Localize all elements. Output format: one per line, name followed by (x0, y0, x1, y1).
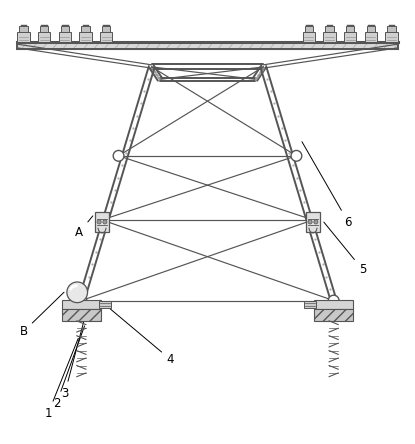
Circle shape (314, 220, 318, 224)
Bar (386, 32, 398, 42)
Bar (62, 309, 101, 321)
Circle shape (97, 220, 101, 224)
Bar (79, 32, 92, 42)
Text: 2: 2 (53, 326, 85, 410)
Bar (99, 301, 110, 309)
Bar (102, 26, 110, 32)
Bar (95, 212, 109, 232)
Text: 5: 5 (324, 222, 366, 276)
Text: 3: 3 (61, 318, 85, 400)
Text: A: A (75, 216, 93, 239)
Circle shape (308, 214, 318, 225)
Bar (325, 26, 334, 32)
Bar (20, 26, 27, 32)
Circle shape (308, 220, 312, 224)
Bar (314, 309, 353, 321)
Circle shape (113, 151, 124, 161)
Bar (305, 301, 316, 309)
Circle shape (97, 214, 107, 225)
Bar (303, 32, 315, 42)
Bar (62, 300, 101, 309)
Bar (306, 212, 320, 232)
Bar (346, 26, 354, 32)
Text: B: B (20, 292, 64, 338)
Bar (344, 32, 356, 42)
Bar (100, 32, 112, 42)
Circle shape (67, 282, 88, 303)
Bar (81, 26, 90, 32)
Bar (388, 26, 395, 32)
Bar (365, 32, 377, 42)
Text: 6: 6 (302, 142, 352, 229)
Bar (323, 32, 336, 42)
Bar (305, 26, 313, 32)
Text: 1: 1 (44, 338, 78, 420)
Bar (17, 32, 29, 42)
Bar (40, 26, 48, 32)
Circle shape (103, 220, 107, 224)
Bar (314, 300, 353, 309)
Circle shape (291, 151, 302, 161)
Bar (61, 26, 69, 32)
Circle shape (76, 295, 87, 306)
Bar (367, 26, 375, 32)
Circle shape (328, 295, 339, 306)
Bar (59, 32, 71, 42)
Text: 4: 4 (100, 300, 174, 366)
Bar (38, 32, 50, 42)
